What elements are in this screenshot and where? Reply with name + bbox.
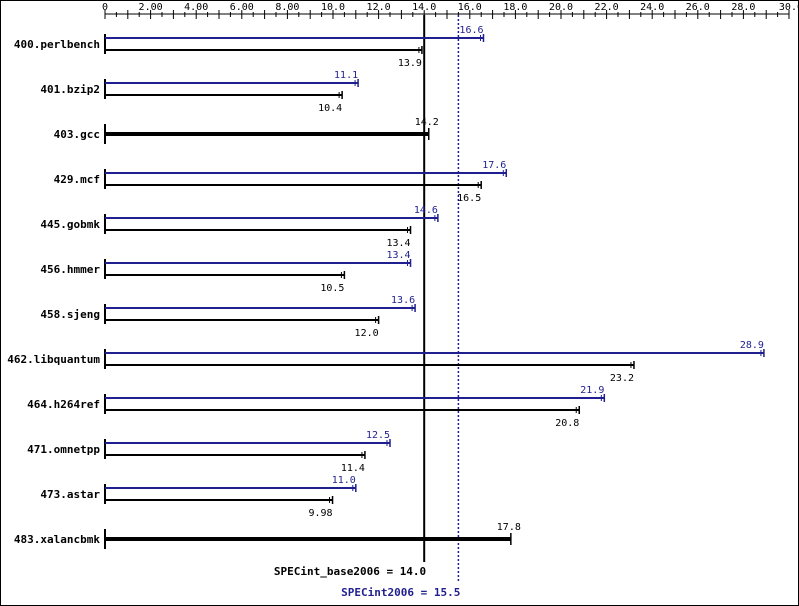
x-tick-label: 6.00 (230, 2, 254, 13)
category-label: 403.gcc (54, 128, 100, 141)
base-value-label: 11.4 (341, 463, 365, 474)
category-label: 401.bzip2 (40, 83, 100, 96)
x-tick-label: 8.00 (275, 2, 299, 13)
peak-value-label: 28.9 (740, 340, 764, 351)
base-value-label: 9.98 (308, 508, 332, 519)
x-axis: 0 2.00 4.00 6.00 8.00 10.0 12.0 14.0 16.0 18.0 20.… (102, 2, 799, 19)
category-label: 400.perlbench (14, 38, 100, 51)
peak-value-label: 12.5 (366, 430, 390, 441)
peak-value-label: 16.6 (459, 25, 483, 36)
x-tick-label: 0 (102, 2, 108, 13)
x-tick-label: 4.00 (184, 2, 208, 13)
peak-value-label: 11.0 (332, 475, 356, 486)
peak-value-label: 11.1 (334, 70, 358, 81)
base-value-label: 16.5 (457, 193, 481, 204)
peak-value-label: 14.6 (414, 205, 438, 216)
labels: 400.perlbench 16.6 13.9 401.bzip2 11.1 10.4 40… (7, 25, 764, 546)
peak-value-label: 21.9 (580, 385, 604, 396)
reference-label-base: SPECint_base2006 = 14.0 (274, 565, 426, 578)
base-value-label: 20.8 (555, 418, 579, 429)
category-label: 462.libquantum (7, 353, 100, 366)
base-value-label: 14.2 (415, 117, 439, 128)
base-value-label: 13.9 (398, 58, 422, 69)
reference-label-peak: SPECint2006 = 15.5 (341, 586, 460, 599)
base-value-label: 23.2 (610, 373, 634, 384)
category-label: 429.mcf (54, 173, 100, 186)
x-tick-label: 16.0 (458, 2, 482, 13)
category-label: 471.omnetpp (27, 443, 100, 456)
x-tick-label: 28.0 (731, 2, 755, 13)
x-tick-label: 14.0 (412, 2, 436, 13)
x-tick-label: 22.0 (595, 2, 619, 13)
x-tick-label: 30.0 (779, 2, 799, 13)
category-label: 458.sjeng (40, 308, 100, 321)
base-value-label: 13.4 (386, 238, 410, 249)
x-tick-label: 24.0 (640, 2, 664, 13)
peak-value-label: 17.6 (482, 160, 506, 171)
category-label: 456.hmmer (40, 263, 100, 276)
peak-value-label: 13.4 (386, 250, 410, 261)
base-value-label: 10.4 (318, 103, 342, 114)
category-label: 483.xalancbmk (14, 533, 100, 546)
reference-lines: SPECint_base2006 = 14.0 SPECint2006 = 15.… (274, 15, 460, 599)
category-label: 464.h264ref (27, 398, 100, 411)
base-value-label: 12.0 (355, 328, 379, 339)
x-tick-label: 26.0 (686, 2, 710, 13)
x-tick-label: 2.00 (139, 2, 163, 13)
category-label: 445.gobmk (40, 218, 100, 231)
x-tick-label: 12.0 (367, 2, 391, 13)
x-tick-label: 10.0 (321, 2, 345, 13)
x-tick-label: 18.0 (503, 2, 527, 13)
base-value-label: 17.8 (497, 522, 521, 533)
peak-value-label: 13.6 (391, 295, 415, 306)
x-tick-label: 20.0 (549, 2, 573, 13)
base-value-label: 10.5 (320, 283, 344, 294)
category-label: 473.astar (40, 488, 100, 501)
bars (104, 34, 765, 549)
